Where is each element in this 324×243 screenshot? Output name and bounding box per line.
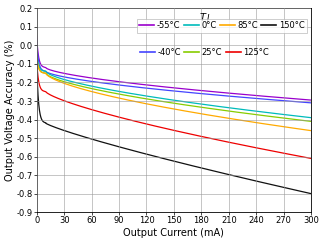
- 125°C: [225, 140, 229, 143]
- 85°C: [35, 57, 39, 60]
- -55°C: [280, 96, 284, 99]
- -55°C: [125, 81, 129, 84]
- Y-axis label: Output Voltage Accuracy (%): Output Voltage Accuracy (%): [5, 40, 15, 181]
- 25°C: [309, 120, 313, 123]
- -40°C: [125, 85, 129, 87]
- 125°C: [169, 128, 173, 131]
- -55°C: [169, 86, 173, 89]
- 125°C: [35, 59, 39, 62]
- 125°C: [90, 108, 94, 111]
- -40°C: [169, 89, 173, 92]
- Line: 25°C: 25°C: [37, 57, 311, 122]
- 125°C: [125, 118, 129, 121]
- 150°C: [309, 192, 313, 195]
- 125°C: [309, 157, 313, 160]
- 150°C: [35, 62, 39, 65]
- 85°C: [125, 98, 129, 101]
- Text: T: T: [200, 13, 206, 24]
- Line: 150°C: 150°C: [37, 64, 311, 194]
- -40°C: [280, 99, 284, 102]
- Line: 125°C: 125°C: [37, 60, 311, 158]
- Legend: -40°C, 25°C, 125°C: -40°C, 25°C, 125°C: [137, 45, 271, 59]
- -40°C: [35, 40, 39, 43]
- 25°C: [125, 94, 129, 97]
- 0°C: [225, 106, 229, 109]
- 0°C: [35, 51, 39, 54]
- -40°C: [184, 91, 188, 94]
- -40°C: [225, 95, 229, 97]
- -40°C: [90, 80, 94, 83]
- 25°C: [280, 116, 284, 119]
- 150°C: [169, 159, 173, 162]
- 25°C: [35, 55, 39, 58]
- -40°C: [309, 101, 313, 104]
- -55°C: [90, 77, 94, 79]
- 85°C: [184, 110, 188, 113]
- 85°C: [225, 117, 229, 120]
- X-axis label: Output Current (mA): Output Current (mA): [123, 228, 225, 238]
- -55°C: [309, 99, 313, 102]
- 125°C: [184, 132, 188, 135]
- 25°C: [169, 101, 173, 104]
- 0°C: [169, 98, 173, 101]
- 25°C: [90, 87, 94, 90]
- 85°C: [309, 129, 313, 132]
- 85°C: [280, 125, 284, 128]
- -55°C: [225, 91, 229, 94]
- 150°C: [280, 186, 284, 189]
- 85°C: [90, 90, 94, 93]
- 150°C: [125, 148, 129, 150]
- 0°C: [280, 113, 284, 116]
- 0°C: [90, 85, 94, 88]
- 0°C: [184, 101, 188, 104]
- -55°C: [35, 35, 39, 38]
- 150°C: [90, 138, 94, 140]
- 25°C: [225, 109, 229, 112]
- 0°C: [125, 91, 129, 94]
- Line: -40°C: -40°C: [37, 42, 311, 103]
- Line: -55°C: -55°C: [37, 36, 311, 100]
- 0°C: [309, 116, 313, 119]
- 85°C: [169, 107, 173, 110]
- Line: 0°C: 0°C: [37, 53, 311, 118]
- Text: J: J: [206, 14, 209, 23]
- 150°C: [184, 163, 188, 166]
- 125°C: [280, 151, 284, 154]
- 150°C: [225, 173, 229, 175]
- 25°C: [184, 104, 188, 106]
- -55°C: [184, 88, 188, 91]
- Line: 85°C: 85°C: [37, 58, 311, 131]
